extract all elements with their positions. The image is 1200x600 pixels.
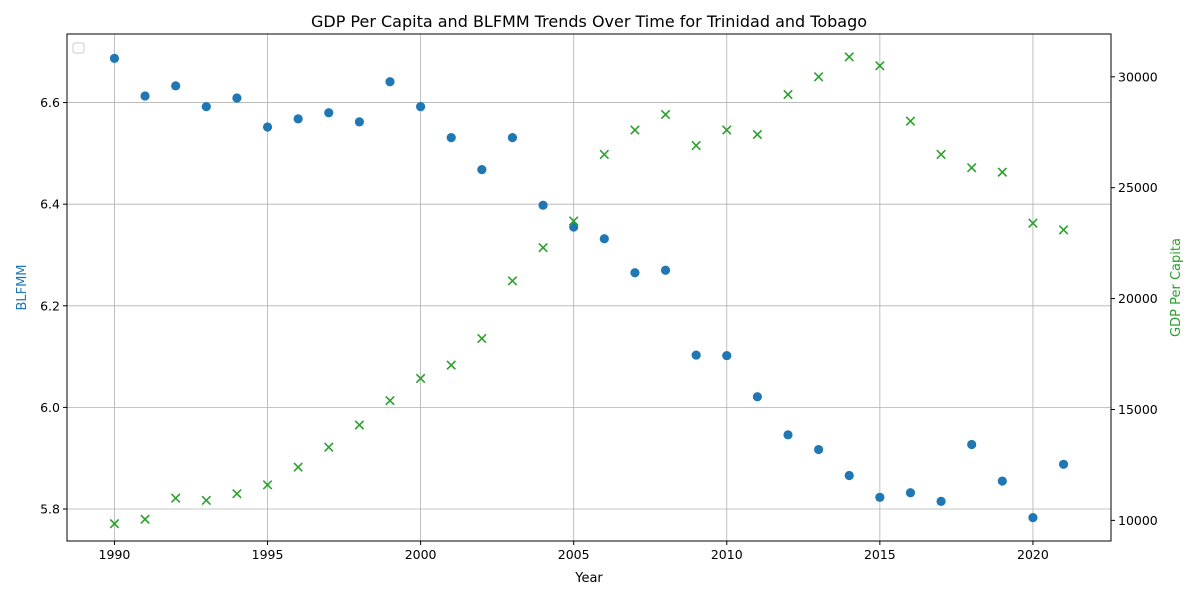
plot-frame (66, 33, 1112, 542)
data-point-blfmm (752, 392, 762, 402)
data-point-blfmm (997, 476, 1007, 486)
y-axis-left-title: BLFMM (15, 264, 30, 310)
data-point-gdp (232, 488, 242, 499)
data-point-gdp (630, 125, 640, 135)
y-left-tick-label: 6.6 (40, 95, 60, 110)
data-point-gdp (477, 333, 487, 344)
data-point-blfmm (385, 77, 395, 87)
grid (67, 34, 1111, 541)
data-point-blfmm (477, 165, 487, 175)
y-right-tick-label: 25000 (1118, 180, 1158, 195)
y-left-tick-label: 5.8 (40, 501, 60, 516)
data-point-blfmm (569, 222, 579, 232)
data-point-gdp (538, 242, 548, 253)
data-point-blfmm (507, 133, 518, 143)
data-point-blfmm (324, 108, 334, 118)
data-point-gdp (997, 167, 1008, 177)
data-point-blfmm (293, 114, 303, 124)
data-point-gdp (170, 493, 181, 503)
data-point-gdp (385, 395, 395, 406)
data-point-gdp (722, 125, 732, 135)
y-left-tick-label: 6.0 (40, 400, 60, 415)
x-tick-label: 2005 (558, 547, 590, 562)
y-left-tick-label: 6.4 (40, 197, 60, 212)
data-point-gdp (446, 360, 456, 370)
data-point-gdp (660, 109, 671, 120)
data-point-gdp (783, 89, 793, 100)
data-point-blfmm (814, 444, 824, 455)
data-point-gdp (507, 276, 518, 286)
data-point-blfmm (599, 234, 609, 244)
data-point-gdp (109, 518, 120, 529)
y-left-tick-label: 6.2 (40, 298, 60, 313)
data-point-gdp (568, 216, 579, 226)
y-right-tick-label: 10000 (1118, 513, 1158, 528)
data-point-gdp (813, 72, 824, 82)
data-point-blfmm (691, 350, 701, 360)
data-point-blfmm (1028, 513, 1038, 523)
y-right-tick-label: 30000 (1118, 69, 1158, 84)
x-axis-title: Year (574, 571, 603, 586)
y-axis-right-title: GDP Per Capita (1169, 238, 1184, 337)
data-point-blfmm (875, 492, 885, 502)
data-point-blfmm (140, 91, 150, 101)
data-point-blfmm (262, 122, 273, 132)
data-point-blfmm (936, 496, 946, 506)
data-point-gdp (752, 129, 763, 140)
data-point-gdp (691, 140, 701, 151)
data-point-blfmm (171, 81, 181, 91)
data-point-blfmm (538, 200, 548, 210)
data-point-gdp (1028, 218, 1038, 228)
y-right-tick-label: 15000 (1118, 402, 1158, 417)
x-tick-label: 2010 (711, 547, 743, 562)
data-point-gdp (140, 514, 150, 525)
data-point-gdp (875, 60, 885, 71)
x-tick-label: 2000 (405, 547, 437, 562)
data-point-blfmm (354, 117, 364, 127)
data-point-blfmm (630, 268, 640, 278)
data-point-blfmm (232, 93, 242, 103)
data-point-blfmm (967, 439, 977, 450)
data-point-gdp (599, 149, 610, 160)
data-point-blfmm (660, 265, 671, 275)
data-point-blfmm (905, 488, 916, 498)
data-point-gdp (966, 162, 977, 173)
axis-ticks: 1990 1995 2000 2005 2010 2015 2020 5.8 6.0 6.2 6.4… (40, 69, 1158, 562)
chart-title: GDP Per Capita and BLFMM Trends Over Tim… (311, 12, 867, 31)
data-point-blfmm (416, 102, 426, 112)
x-tick-label: 1990 (99, 547, 131, 562)
data-point-blfmm (1058, 459, 1069, 469)
data-point-gdp (844, 52, 855, 62)
x-tick-label: 1995 (252, 547, 284, 562)
data-point-blfmm (446, 133, 456, 143)
x-tick-label: 2020 (1017, 547, 1049, 562)
data-point-gdp (1058, 225, 1069, 235)
legend (72, 42, 85, 54)
data-points (109, 52, 1069, 529)
data-point-gdp (293, 462, 303, 472)
data-point-gdp (354, 420, 365, 430)
x-tick-label: 2015 (864, 547, 896, 562)
data-point-blfmm (844, 470, 854, 481)
data-point-blfmm (722, 350, 732, 361)
data-point-gdp (262, 480, 273, 490)
data-point-gdp (415, 373, 426, 384)
data-point-gdp (936, 149, 946, 160)
data-point-gdp (905, 116, 916, 126)
data-point-blfmm (201, 102, 211, 112)
data-point-gdp (201, 495, 212, 506)
data-point-blfmm (783, 430, 793, 440)
data-point-gdp (323, 442, 334, 452)
data-point-blfmm (109, 53, 120, 63)
y-right-tick-label: 20000 (1118, 291, 1158, 306)
